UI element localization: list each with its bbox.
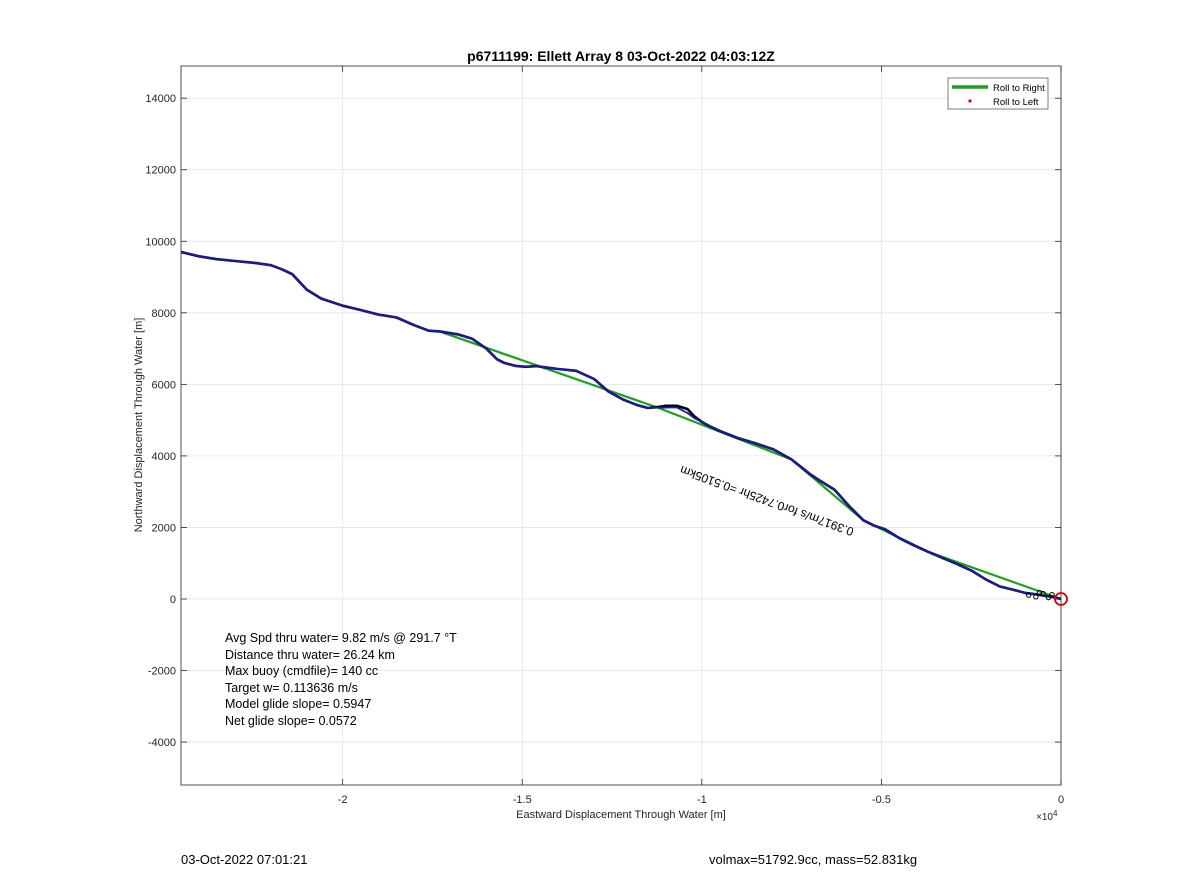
y-tick-label: -4000: [148, 737, 176, 749]
x-tick-label: 0: [1058, 794, 1064, 806]
end-point-marker: [1040, 590, 1046, 597]
chart-title: p6711199: Ellett Array 8 03-Oct-2022 04:…: [467, 48, 775, 64]
end-point-marker: [1049, 591, 1055, 598]
stat-max-buoy: Max buoy (cmdfile)= 140 cc: [225, 664, 379, 678]
footer-timestamp: 03-Oct-2022 07:01:21: [181, 852, 308, 867]
series-layer: [181, 250, 1061, 601]
stat-avg-speed: Avg Spd thru water= 9.82 m/s @ 291.7 °T: [225, 631, 457, 645]
x-tick-label: -2: [338, 794, 348, 806]
y-axis-label: Northward Displacement Through Water [m]: [133, 318, 145, 533]
footer-summary: volmax=51792.9cc, mass=52.831kg: [709, 852, 918, 867]
stat-net-glide-slope: Net glide slope= 0.0572: [225, 713, 357, 728]
series-model-green: [438, 330, 1061, 601]
x-tick-label: -1.5: [513, 794, 532, 806]
legend: Roll to Right Roll to Left: [947, 77, 1049, 110]
legend-label-roll-left: Roll to Left: [993, 97, 1039, 108]
stats-block: Avg Spd thru water= 9.82 m/s @ 291.7 °T …: [225, 630, 457, 729]
stat-model-glide-slope: Model glide slope= 0.5947: [225, 697, 372, 711]
end-marker-circle: [1054, 592, 1068, 606]
x-tick-label: -0.5: [872, 794, 891, 806]
y-tick-label: 10000: [145, 236, 176, 248]
end-point-marker: [1036, 589, 1043, 596]
legend-box: [947, 77, 1049, 110]
end-point-marker: [1025, 592, 1032, 598]
y-tick-label: 4000: [152, 451, 176, 463]
legend-label-roll-right: Roll to Right: [993, 83, 1045, 94]
end-point-marker: [1045, 594, 1052, 601]
y-tick-label: 6000: [152, 379, 176, 391]
x-axis-label: Eastward Displacement Through Water [m]: [516, 809, 726, 821]
y-tick-label: 2000: [152, 522, 176, 534]
stat-distance: Distance thru water= 26.24 km: [225, 647, 395, 662]
y-tick-label: 12000: [145, 165, 176, 177]
axis-ticks: [181, 66, 1062, 785]
tick-labels: -2 -1.5 -1 -0.5 0 -4000 -2000 0 2000 4000 6000 8000…: [145, 93, 1064, 806]
legend-marker-roll-left: [968, 99, 972, 103]
series-track-blue: [181, 251, 1061, 600]
x-exponent-label: ×104: [1036, 809, 1058, 823]
plot-border: [180, 65, 1062, 786]
y-tick-label: 8000: [152, 308, 176, 320]
grid: [181, 66, 1062, 785]
stat-target-w: Target w= 0.113636 m/s: [225, 680, 358, 695]
y-tick-label: -2000: [148, 666, 176, 678]
end-point-marker: [1033, 594, 1039, 600]
y-tick-label: 0: [170, 594, 176, 606]
y-tick-label: 14000: [145, 93, 176, 105]
x-tick-label: -1: [697, 794, 707, 806]
plot-area: [181, 66, 1061, 785]
